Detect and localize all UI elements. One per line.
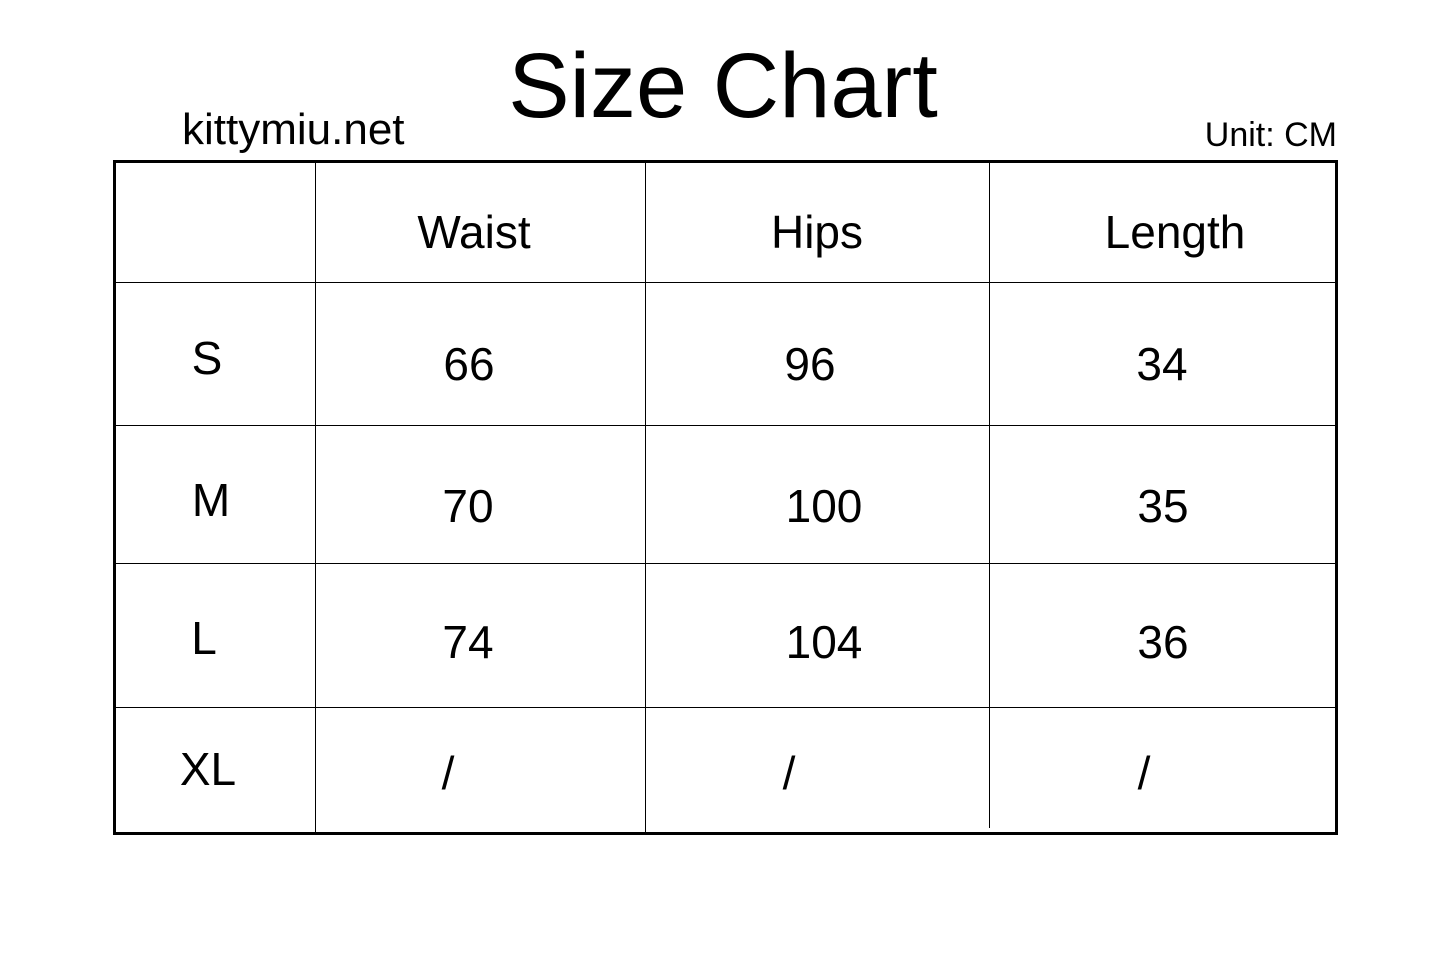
unit-label: Unit: CM (1204, 116, 1337, 154)
length-value: 36 (1137, 616, 1189, 668)
hips-value: 96 (784, 338, 836, 390)
brand-name: kittymiu.net (182, 105, 405, 154)
size-label: S (191, 332, 223, 384)
header-length: Length (1104, 206, 1246, 258)
page-title: Size Chart (508, 35, 938, 137)
hips-value: / (782, 747, 796, 799)
column-divider (315, 160, 316, 834)
row-divider (113, 282, 1337, 283)
waist-value: / (441, 747, 455, 799)
row-divider (113, 563, 1337, 564)
column-divider (989, 160, 990, 828)
size-label: XL (179, 743, 237, 795)
hips-value: 100 (785, 480, 863, 532)
table-border (113, 160, 1338, 835)
size-label: M (191, 474, 231, 526)
header-hips: Hips (770, 206, 864, 258)
row-divider (113, 425, 1337, 426)
waist-value: 70 (442, 480, 494, 532)
column-divider (645, 160, 646, 834)
length-value: / (1137, 747, 1151, 799)
length-value: 35 (1137, 480, 1189, 532)
hips-value: 104 (785, 616, 863, 668)
waist-value: 74 (442, 616, 494, 668)
header-waist: Waist (417, 206, 531, 258)
length-value: 34 (1136, 338, 1188, 390)
row-divider (113, 707, 1337, 708)
size-label: L (191, 612, 217, 664)
waist-value: 66 (443, 338, 495, 390)
